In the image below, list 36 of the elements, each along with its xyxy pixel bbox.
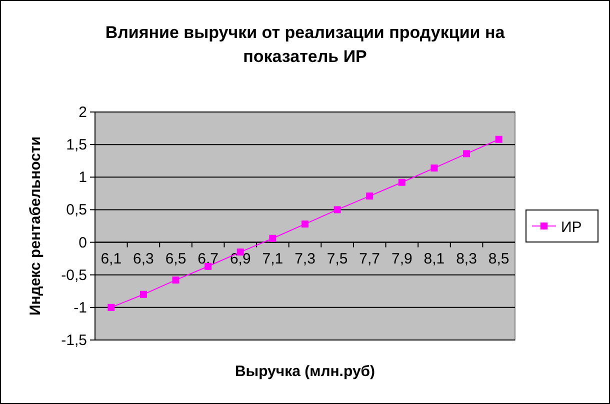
y-tick-label: 2 xyxy=(78,104,87,121)
x-tick-label: 7,3 xyxy=(294,250,316,268)
legend-label: ИР xyxy=(561,219,582,236)
y-axis-title: Индекс рентабельности xyxy=(27,136,44,316)
x-tick-label: 7,5 xyxy=(326,250,348,268)
x-tick-label: 6,9 xyxy=(230,250,251,268)
y-tick-label: 0 xyxy=(78,234,87,252)
point xyxy=(430,164,438,172)
x-tick-label: 7,1 xyxy=(262,250,284,268)
y-tick-label: -1,5 xyxy=(61,332,87,349)
x-tick-label: 6,1 xyxy=(100,250,122,268)
x-tick-label: 6,3 xyxy=(133,250,154,268)
x-tick-label: 8,1 xyxy=(424,250,445,268)
y-tick-label: 1 xyxy=(78,169,87,186)
point xyxy=(495,136,502,143)
y-tick-label: -0,5 xyxy=(61,266,87,284)
point xyxy=(398,178,406,186)
point xyxy=(334,206,341,214)
point xyxy=(269,234,276,242)
y-tick-label: -1 xyxy=(74,299,87,316)
x-tick-label: 6,7 xyxy=(198,250,219,268)
point xyxy=(108,304,115,311)
point xyxy=(463,150,470,158)
point xyxy=(302,220,308,228)
chart-title: Влияние выручки от реализации продукции на показатель ИР xyxy=(105,23,506,66)
point xyxy=(366,192,374,200)
y-tick-label: 1,5 xyxy=(66,136,87,154)
x-tick-label: 8,3 xyxy=(456,250,477,268)
point xyxy=(172,276,180,284)
x-tick-label: 6,5 xyxy=(165,250,186,268)
x-tick-label: 7,9 xyxy=(391,250,412,268)
point xyxy=(140,290,147,298)
y-tick-label: 0,5 xyxy=(66,202,87,219)
x-tick-label: 8,5 xyxy=(488,250,510,268)
x-axis-title: Выручка (млн.руб) xyxy=(234,363,376,380)
x-tick-label: 7,7 xyxy=(359,250,380,268)
